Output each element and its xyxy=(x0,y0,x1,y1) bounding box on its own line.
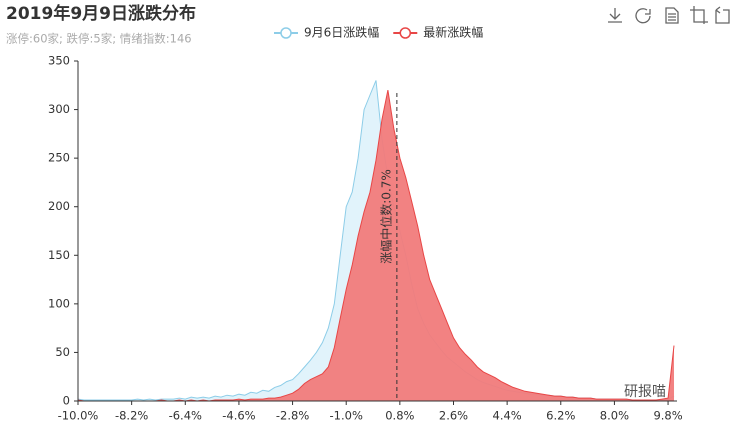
y-tick-label: 350 xyxy=(48,54,70,68)
x-tick-label: -8.2% xyxy=(115,409,148,423)
x-tick-label: -4.6% xyxy=(222,409,255,423)
x-tick-label: 8.0% xyxy=(600,409,629,423)
legend-symbol xyxy=(280,27,292,39)
x-tick-label: 0.8% xyxy=(385,409,414,423)
x-tick-label: -10.0% xyxy=(58,409,99,423)
y-tick-label: 200 xyxy=(48,199,70,213)
legend-label: 9月6日涨跌幅 xyxy=(304,25,379,40)
legend-symbol xyxy=(399,27,412,39)
watermark: 研报喵 xyxy=(624,384,666,400)
legend: 9月6日涨跌幅 最新涨跌幅 xyxy=(274,25,483,40)
toolbox[interactable] xyxy=(608,6,730,24)
x-tick-label: 4.4% xyxy=(493,409,522,423)
restore-icon[interactable] xyxy=(635,8,651,24)
x-tick-label: 2.6% xyxy=(439,409,468,423)
plot-area xyxy=(77,80,675,402)
y-tick-label: 250 xyxy=(48,151,70,165)
y-tick-label: 50 xyxy=(55,345,70,359)
zoom-icon[interactable] xyxy=(690,6,708,24)
chart-title: 2019年9月9日涨跌分布 xyxy=(6,3,196,24)
y-tick-label: 0 xyxy=(63,394,70,408)
data-view-icon[interactable] xyxy=(665,7,679,24)
y-tick-label: 100 xyxy=(48,296,70,310)
y-tick-label: 150 xyxy=(48,248,70,262)
series-area xyxy=(78,90,675,401)
median-label: 涨幅中位数:0.7% xyxy=(378,169,393,264)
x-tick-label: -1.0% xyxy=(330,409,363,423)
save-icon[interactable] xyxy=(608,8,622,23)
x-tick-label: -2.8% xyxy=(276,409,309,423)
series-line xyxy=(77,90,675,402)
chart-subtitle: 涨停:60家; 跌停:5家; 情绪指数:146 xyxy=(6,32,192,46)
y-tick-label: 300 xyxy=(48,102,70,116)
x-tick-label: -6.4% xyxy=(169,409,202,423)
x-tick-label: 6.2% xyxy=(546,409,575,423)
legend-label: 最新涨跌幅 xyxy=(423,25,483,40)
x-tick-label: 9.8% xyxy=(653,409,682,423)
back-icon[interactable] xyxy=(715,6,730,24)
